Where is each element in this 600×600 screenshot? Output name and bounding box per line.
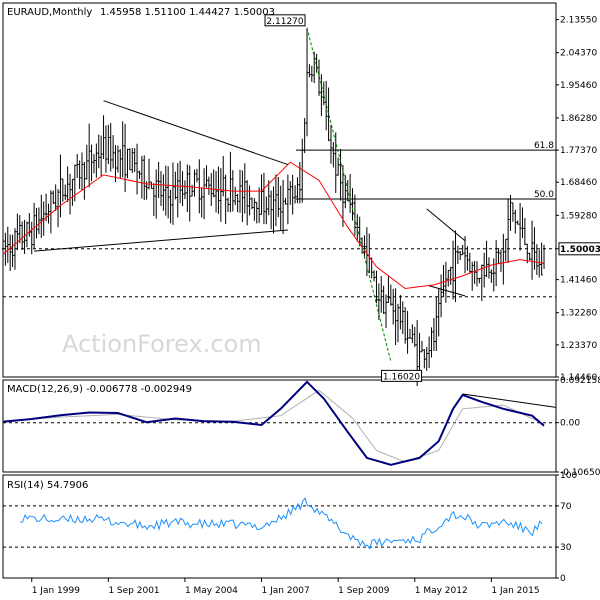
fib-label: 50.0 <box>534 190 554 200</box>
rsi-layer <box>3 497 556 550</box>
rsi-y-tick-label: 0 <box>560 574 566 584</box>
axis-layer: 2.13550 2.04370 1.95460 1.86280 1.77370 1.684… <box>31 16 600 596</box>
price-tag-box <box>381 369 423 382</box>
y-tick-label: 1.95460 <box>560 81 597 91</box>
trendline <box>428 285 466 297</box>
rsi-panel <box>2 474 557 579</box>
y-tick-label: 1.50003 <box>560 245 600 255</box>
price-tag-label: 2.11270 <box>266 17 303 27</box>
trendline <box>426 208 466 242</box>
rsi-title: RSI(14) 54.7906 <box>7 480 88 491</box>
y-tick-label: 1.86280 <box>560 114 597 124</box>
x-tick-label: 1 Sep 2001 <box>108 586 159 596</box>
price-panel <box>2 2 557 378</box>
x-tick-label: 1 May 2004 <box>185 586 238 596</box>
y-tick-label: 2.04370 <box>560 49 597 59</box>
macd-layer <box>2 380 557 466</box>
x-tick-label: 1 Sep 2009 <box>338 586 390 596</box>
fib-label: 61.8 <box>534 141 554 151</box>
y-tick-label: 1.41460 <box>560 276 597 286</box>
x-tick-label: 1 May 2012 <box>415 586 468 596</box>
price-tag-label: 1.16020 <box>383 372 420 382</box>
macd-y-tick-label: 0.092158 <box>560 376 600 386</box>
x-tick-label: 1 Jan 2007 <box>262 586 310 596</box>
macd-y-tick-label: 0.00 <box>560 419 580 429</box>
current-price-box <box>558 242 600 256</box>
trendline <box>103 100 289 166</box>
y-tick-label: 1.68460 <box>560 178 597 188</box>
rsi-line <box>20 497 543 550</box>
rsi-y-tick-label: 70 <box>560 502 572 512</box>
y-tick-label: 1.77370 <box>560 146 597 156</box>
macd-line <box>2 380 545 466</box>
y-tick-label: 2.13550 <box>560 16 597 26</box>
y-tick-label: 1.32280 <box>560 309 597 319</box>
rsi-y-tick-label: 30 <box>560 543 572 553</box>
watermark: ActionForex.com <box>62 330 262 358</box>
y-tick-label: 1.14460 <box>560 373 597 383</box>
price-layer: 61.8 50.0 2.11270 1.16020 <box>1 14 556 387</box>
y-tick-label: 1.59280 <box>560 211 597 221</box>
x-tick-label: 1 Jan 2015 <box>491 586 539 596</box>
chart-symbol: EURAUD,Monthly <box>7 7 92 18</box>
macd-trendline <box>462 393 557 408</box>
price-tag-box <box>264 14 306 27</box>
trendline <box>34 229 288 252</box>
x-tick-label: 1 Jan 1999 <box>32 586 80 596</box>
chart-ohlc: 1.45958 1.51100 1.44427 1.50003 <box>100 7 275 18</box>
y-tick-label: 1.23370 <box>560 341 597 351</box>
macd-y-tick-label: -0.106503 <box>560 468 600 478</box>
rsi-y-tick-label: 100 <box>560 471 577 481</box>
moving-average-line <box>2 161 545 290</box>
projection-line <box>306 27 392 362</box>
macd-title: MACD(12,26,9) -0.006778 -0.002949 <box>7 384 192 395</box>
